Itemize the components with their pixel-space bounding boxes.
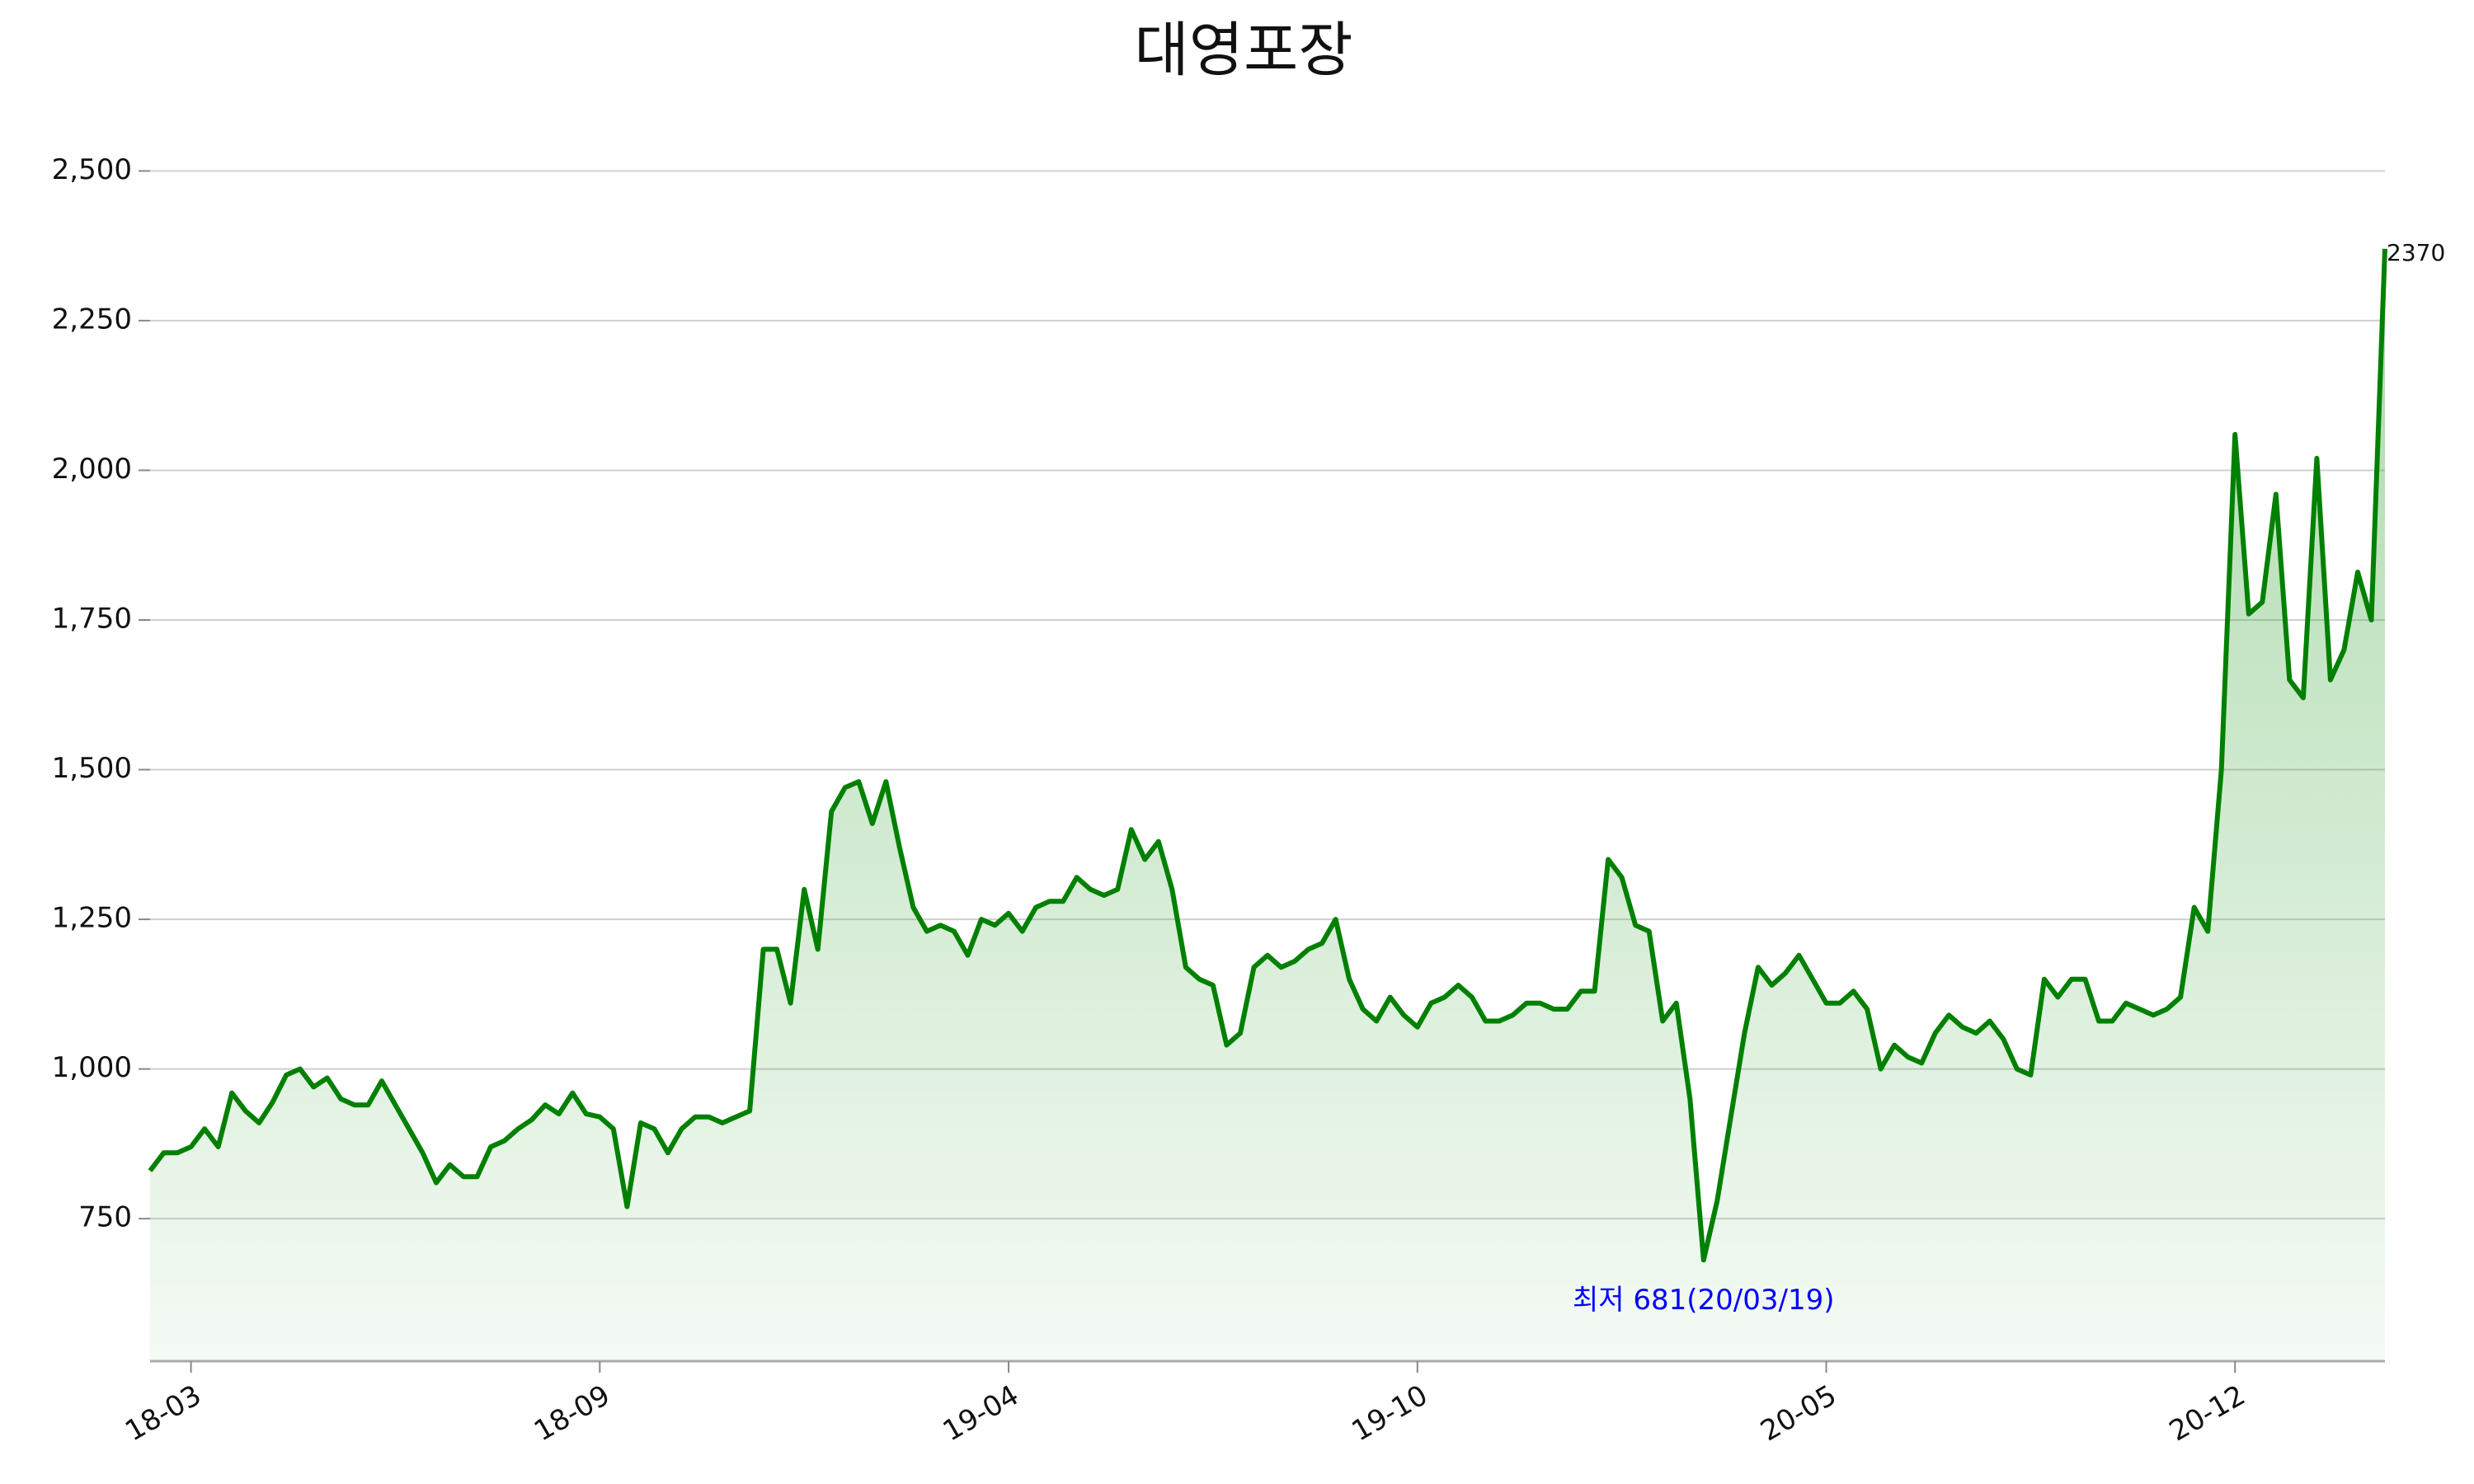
y-tick-label: 1,000 [52, 1051, 132, 1084]
y-tick-label: 2,000 [52, 453, 132, 486]
x-tick-label: 18-03 [120, 1378, 207, 1448]
x-tick-label: 19-10 [1346, 1378, 1433, 1448]
y-tick-label: 750 [78, 1201, 132, 1234]
min-annotation: 최저 681(20/03/19) [1573, 1284, 1835, 1317]
last-value-label: 2370 [2387, 239, 2445, 266]
x-tick-label: 20-12 [2164, 1378, 2251, 1448]
area [150, 248, 2385, 1361]
y-tick-label: 2,250 [52, 303, 132, 336]
y-tick-label: 1,250 [52, 902, 132, 935]
x-tick-label: 18-09 [529, 1378, 616, 1448]
x-tick-label: 19-04 [938, 1378, 1025, 1448]
price-line [148, 248, 2387, 1263]
y-tick-label: 2,500 [52, 153, 132, 186]
x-tick-label: 20-05 [1755, 1378, 1842, 1448]
y-tick-label: 1,750 [52, 602, 132, 635]
chart-title: 대영포장 [1135, 16, 1353, 85]
y-tick-label: 1,500 [52, 752, 132, 785]
